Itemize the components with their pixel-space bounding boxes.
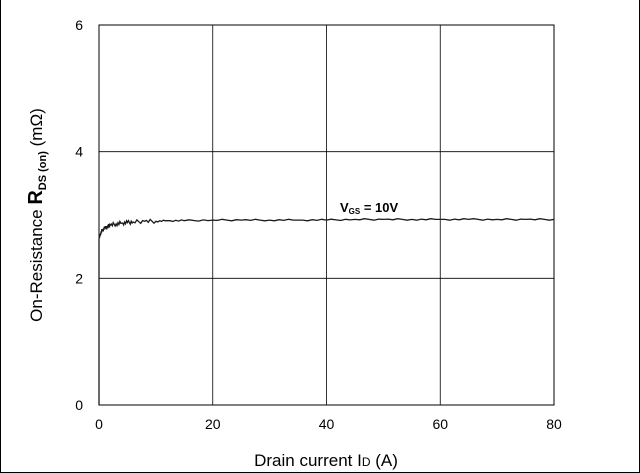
- vgs-annotation-v: V: [340, 200, 349, 215]
- x-tick-label: 0: [95, 416, 103, 432]
- x-axis-title-unit: (A): [370, 451, 397, 470]
- y-axis-title-unit: (mΩ): [27, 108, 46, 151]
- x-tick-label: 20: [205, 416, 221, 432]
- grid-lines: [99, 25, 554, 405]
- y-axis-title-sub: DS (on): [37, 151, 49, 190]
- y-tick-label: 0: [75, 397, 83, 413]
- y-axis-title: On-Resistance RDS (on) (mΩ): [25, 108, 49, 322]
- x-tick-label: 40: [319, 416, 335, 432]
- x-tick-label: 80: [546, 416, 562, 432]
- vgs-annotation-rest: = 10V: [360, 200, 398, 215]
- y-axis-title-main: On-Resistance: [27, 205, 46, 322]
- series-line: [98, 218, 555, 405]
- x-tick-label: 60: [432, 416, 448, 432]
- y-axis-title-symbol: R: [25, 190, 47, 205]
- y-tick-label: 2: [75, 270, 83, 286]
- tick-labels: 0 20 40 60 80 0 2 4 6: [75, 17, 562, 432]
- y-tick-label: 6: [75, 17, 83, 33]
- vgs-annotation-sub: GS: [349, 207, 361, 216]
- vgs-annotation: VGS = 10V: [340, 200, 399, 216]
- y-tick-label: 4: [75, 144, 83, 160]
- x-axis-title-sub: D: [362, 455, 371, 469]
- x-axis-title: Drain current ID (A): [254, 451, 398, 470]
- x-axis-title-main: Drain current I: [254, 451, 362, 470]
